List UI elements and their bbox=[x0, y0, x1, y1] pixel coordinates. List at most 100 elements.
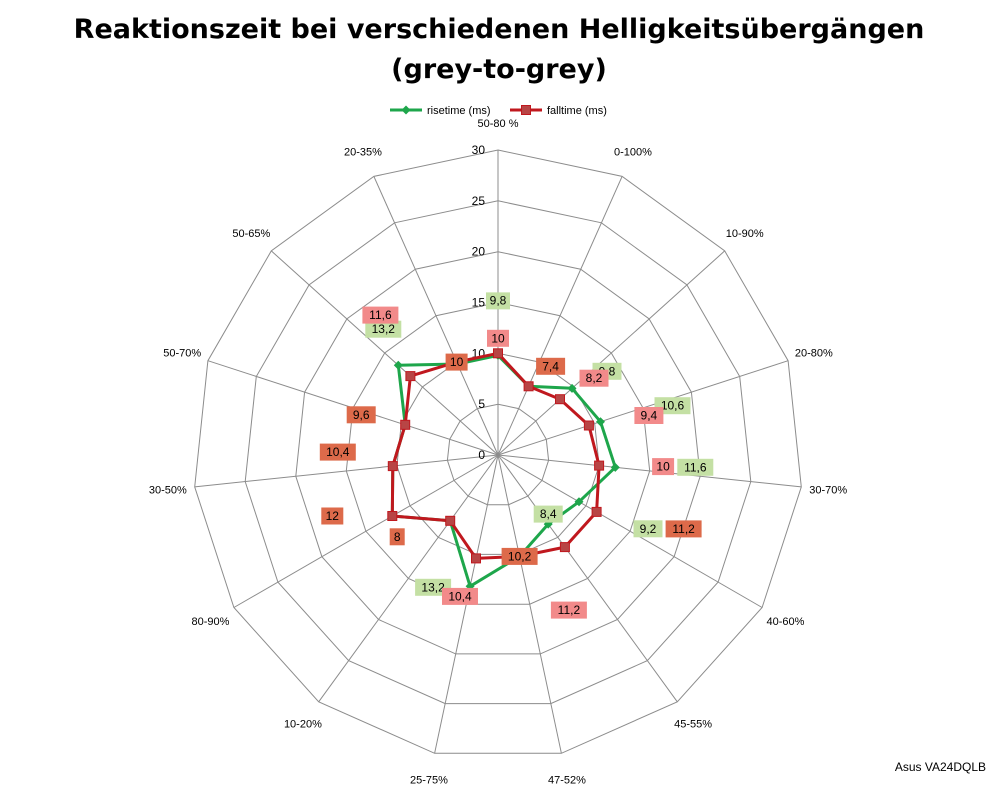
category-label: 40-60% bbox=[767, 616, 805, 628]
data-label: 11,6 bbox=[677, 458, 714, 476]
legend-item: risetime (ms) bbox=[390, 105, 491, 117]
data-label: 10 bbox=[652, 458, 675, 476]
radial-tick-label: 0 bbox=[478, 448, 485, 462]
data-point bbox=[559, 542, 570, 553]
grid-ring bbox=[446, 403, 550, 506]
data-label-box bbox=[389, 528, 405, 546]
data-label: 10 bbox=[487, 329, 509, 347]
data-label-text: 9,6 bbox=[353, 408, 370, 422]
category-label: 10-90% bbox=[726, 228, 764, 240]
data-label-text: 8,2 bbox=[586, 371, 603, 385]
series-line bbox=[390, 353, 617, 588]
data-label: 9,4 bbox=[634, 407, 664, 424]
data-label: 10 bbox=[445, 353, 468, 371]
data-label: 10,6 bbox=[654, 397, 691, 415]
grid-ring bbox=[244, 200, 752, 705]
data-point bbox=[393, 360, 403, 370]
legend: risetime (ms) falltime (ms) bbox=[390, 105, 607, 117]
data-label-text: 12 bbox=[326, 509, 340, 523]
data-label-box bbox=[633, 520, 663, 538]
data-label: 11,2 bbox=[665, 520, 702, 538]
data-label-text: 9,2 bbox=[640, 522, 657, 536]
data-label-text: 10,4 bbox=[448, 589, 472, 603]
data-point bbox=[445, 515, 456, 526]
chart-title-line2: (grey-to-grey) bbox=[391, 54, 607, 85]
data-label: 10,4 bbox=[442, 587, 478, 605]
radial-tick-label: 30 bbox=[472, 143, 486, 157]
data-label: 12 bbox=[321, 507, 344, 525]
data-label-text: 10,4 bbox=[326, 445, 350, 459]
data-label-box bbox=[442, 587, 478, 605]
data-label-box bbox=[445, 353, 468, 371]
data-label-box bbox=[533, 505, 563, 523]
radial-tick-label: 25 bbox=[472, 194, 486, 208]
data-label: 10,2 bbox=[501, 547, 538, 565]
data-label-box bbox=[486, 292, 510, 310]
data-point bbox=[400, 419, 411, 430]
data-label-box bbox=[362, 306, 399, 324]
data-label: 7,4 bbox=[536, 357, 566, 375]
category-label: 20-80% bbox=[795, 347, 833, 359]
data-label-box bbox=[652, 458, 675, 476]
data-label-text: 10 bbox=[491, 331, 505, 345]
data-label-box bbox=[365, 320, 402, 338]
data-point bbox=[594, 460, 605, 471]
data-label-box bbox=[346, 406, 376, 424]
radial-tick-label: 5 bbox=[478, 397, 485, 411]
data-label: 9,8 bbox=[486, 292, 510, 310]
data-label: 9,2 bbox=[633, 520, 663, 538]
radar-grid bbox=[194, 149, 802, 754]
data-point bbox=[567, 383, 577, 393]
category-label: 30-70% bbox=[809, 485, 847, 497]
data-point bbox=[387, 511, 398, 521]
data-label-box bbox=[319, 443, 356, 461]
data-label-text: 9,4 bbox=[641, 409, 658, 423]
data-point bbox=[595, 417, 605, 427]
grid-spoke bbox=[233, 454, 499, 608]
chart-title: Reaktionszeit bei verschiedenen Helligke… bbox=[0, 10, 998, 90]
data-label-text: 11,2 bbox=[672, 522, 695, 536]
data-label-box bbox=[665, 520, 702, 538]
grid-spoke bbox=[270, 250, 499, 456]
legend-marker bbox=[401, 105, 411, 115]
category-label: 50-70% bbox=[163, 347, 201, 359]
grid-spoke bbox=[318, 454, 499, 703]
grid-ring bbox=[345, 301, 651, 605]
data-label: 9,6 bbox=[346, 406, 376, 424]
data-point bbox=[493, 348, 503, 359]
grid-ring bbox=[295, 251, 701, 655]
data-label-text: 10,6 bbox=[661, 399, 685, 413]
data-label-text: 10 bbox=[450, 355, 464, 369]
data-point bbox=[610, 462, 620, 472]
data-label-text: 11,2 bbox=[558, 603, 581, 617]
category-label: 20-35% bbox=[344, 147, 382, 159]
data-label-text: 7,4 bbox=[542, 359, 559, 373]
legend-label: risetime (ms) bbox=[427, 105, 491, 117]
data-point bbox=[583, 420, 594, 431]
radial-tick-label: 15 bbox=[472, 296, 486, 310]
data-label-text: 8 bbox=[394, 530, 401, 544]
data-label: 13,2 bbox=[365, 320, 402, 338]
data-label-text: 11,6 bbox=[684, 460, 707, 474]
category-label: 50-80 % bbox=[478, 118, 519, 130]
grid-spoke bbox=[497, 176, 623, 456]
category-label: 25-75% bbox=[410, 775, 448, 786]
grid-spoke bbox=[194, 454, 499, 488]
grid-spoke bbox=[497, 454, 763, 608]
data-label: 10,4 bbox=[319, 443, 356, 461]
data-point bbox=[405, 371, 416, 382]
grid-spoke bbox=[497, 250, 726, 456]
data-label-box bbox=[321, 507, 344, 525]
data-label-text: 13,2 bbox=[372, 322, 396, 336]
data-label-box bbox=[634, 407, 664, 424]
data-label: 8,4 bbox=[533, 505, 563, 523]
radial-tick-label: 20 bbox=[472, 245, 486, 259]
legend-label: falltime (ms) bbox=[547, 105, 607, 117]
category-label: 80-90% bbox=[192, 616, 230, 628]
data-label: 11,2 bbox=[550, 601, 587, 619]
data-point bbox=[523, 381, 534, 392]
data-label: 11,6 bbox=[362, 306, 399, 324]
category-label: 10-20% bbox=[284, 719, 322, 731]
grid-ring bbox=[396, 352, 600, 555]
